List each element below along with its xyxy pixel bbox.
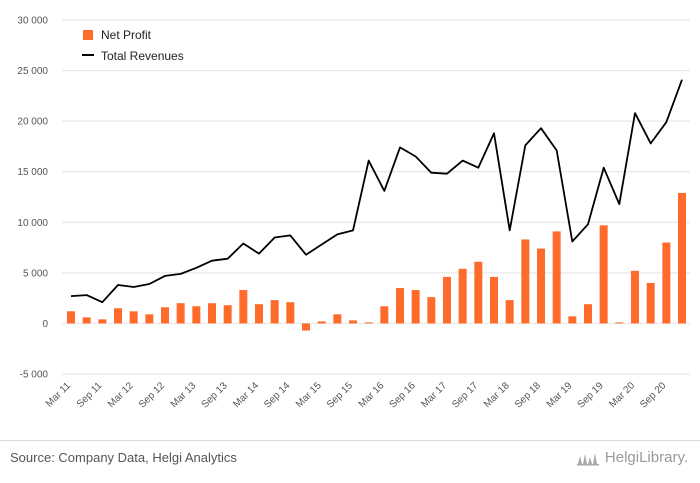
y-tick-label: 10 000 bbox=[17, 218, 48, 229]
bar-series bbox=[67, 192, 686, 331]
brand-logo: HelgiLibrary. bbox=[576, 449, 688, 466]
x-tick-label: Sep 15 bbox=[325, 380, 355, 410]
x-tick-label: Mar 13 bbox=[169, 380, 199, 410]
bar-net-profit bbox=[270, 300, 279, 324]
bar-net-profit bbox=[678, 192, 686, 324]
legend: Net Profit Total Revenues bbox=[82, 28, 184, 63]
bar-net-profit bbox=[161, 307, 169, 324]
bar-net-profit bbox=[98, 319, 107, 324]
library-logo-icon bbox=[576, 452, 599, 465]
x-tick-label: Sep 17 bbox=[450, 380, 480, 410]
bar-net-profit bbox=[474, 261, 483, 324]
bar-net-profit bbox=[317, 321, 326, 324]
x-tick-label: Mar 15 bbox=[294, 380, 324, 410]
bar-net-profit bbox=[427, 297, 436, 324]
source-note: Source: Company Data, Helgi Analytics bbox=[10, 450, 237, 465]
bar-net-profit bbox=[615, 322, 624, 324]
bar-net-profit bbox=[599, 225, 608, 324]
legend-label-net-profit: Net Profit bbox=[101, 28, 152, 42]
bar-net-profit bbox=[380, 306, 389, 324]
y-tick-label: 25 000 bbox=[17, 66, 48, 77]
x-tick-label: Mar 16 bbox=[357, 380, 387, 410]
bar-net-profit bbox=[552, 231, 561, 324]
bar-net-profit bbox=[333, 314, 342, 324]
x-tick-label: Mar 17 bbox=[419, 380, 449, 410]
y-tick-label: 5 000 bbox=[23, 268, 48, 279]
bar-net-profit bbox=[114, 308, 122, 324]
bar-net-profit bbox=[176, 303, 185, 324]
bar-net-profit bbox=[82, 317, 91, 324]
bar-net-profit bbox=[568, 316, 577, 324]
x-tick-label: Sep 19 bbox=[576, 380, 606, 410]
bar-net-profit bbox=[662, 242, 671, 324]
bar-net-profit bbox=[302, 323, 310, 331]
x-tick-label: Sep 18 bbox=[513, 380, 543, 410]
y-axis-tick-labels: -5 000 0 5 000 10 000 15 000 20 000 25 000 30 0… bbox=[17, 16, 48, 381]
x-tick-label: Sep 12 bbox=[137, 380, 167, 410]
bar-net-profit bbox=[364, 322, 373, 324]
bar-net-profit bbox=[239, 290, 248, 324]
bar-net-profit bbox=[631, 270, 639, 324]
chart-svg: -5 000 0 5 000 10 000 15 000 20 000 25 000 30 0… bbox=[17, 16, 690, 411]
bar-net-profit bbox=[490, 276, 498, 324]
line-series bbox=[70, 79, 683, 304]
x-axis-tick-labels: Mar 11 Sep 11 Mar 12 Sep 12 Mar 13 Sep 13 Mar … bbox=[44, 380, 669, 411]
bar-net-profit bbox=[458, 268, 467, 324]
y-tick-label: -5 000 bbox=[20, 370, 49, 381]
x-tick-label: Sep 13 bbox=[200, 380, 230, 410]
bar-net-profit bbox=[349, 320, 357, 324]
bar-net-profit bbox=[584, 304, 592, 324]
x-tick-label: Mar 20 bbox=[607, 380, 637, 410]
legend-swatch-net-profit bbox=[83, 30, 93, 40]
x-tick-label: Mar 12 bbox=[106, 380, 136, 410]
bar-net-profit bbox=[192, 306, 201, 324]
line-total-revenues bbox=[70, 79, 683, 304]
legend-label-total-revenues: Total Revenues bbox=[101, 49, 184, 63]
y-tick-label: 15 000 bbox=[17, 167, 48, 178]
x-tick-label: Mar 18 bbox=[482, 380, 512, 410]
bar-net-profit bbox=[521, 239, 530, 324]
brand-name: HelgiLibrary. bbox=[604, 449, 688, 466]
bar-net-profit bbox=[223, 305, 232, 324]
y-tick-label: 20 000 bbox=[17, 117, 48, 128]
bar-net-profit bbox=[443, 276, 451, 324]
bar-net-profit bbox=[129, 311, 138, 324]
x-tick-label: Sep 11 bbox=[75, 380, 105, 410]
bar-net-profit bbox=[411, 290, 420, 324]
bar-net-profit bbox=[255, 304, 263, 324]
y-tick-label: 30 000 bbox=[17, 16, 48, 27]
bar-net-profit bbox=[208, 303, 216, 324]
x-tick-label: Mar 14 bbox=[231, 380, 261, 410]
bar-net-profit bbox=[67, 311, 75, 324]
footer-divider bbox=[0, 440, 700, 441]
x-tick-label: Mar 11 bbox=[44, 380, 74, 410]
x-tick-label: Mar 19 bbox=[545, 380, 575, 410]
bar-net-profit bbox=[145, 314, 154, 324]
bar-net-profit bbox=[537, 248, 545, 324]
bar-net-profit bbox=[396, 288, 404, 324]
x-tick-label: Sep 20 bbox=[638, 380, 668, 410]
y-tick-label: 0 bbox=[42, 319, 48, 330]
bar-net-profit bbox=[505, 300, 514, 324]
x-tick-label: Sep 16 bbox=[388, 380, 418, 410]
bar-net-profit bbox=[646, 282, 655, 324]
bar-net-profit bbox=[286, 302, 295, 324]
x-tick-label: Sep 14 bbox=[262, 380, 292, 410]
